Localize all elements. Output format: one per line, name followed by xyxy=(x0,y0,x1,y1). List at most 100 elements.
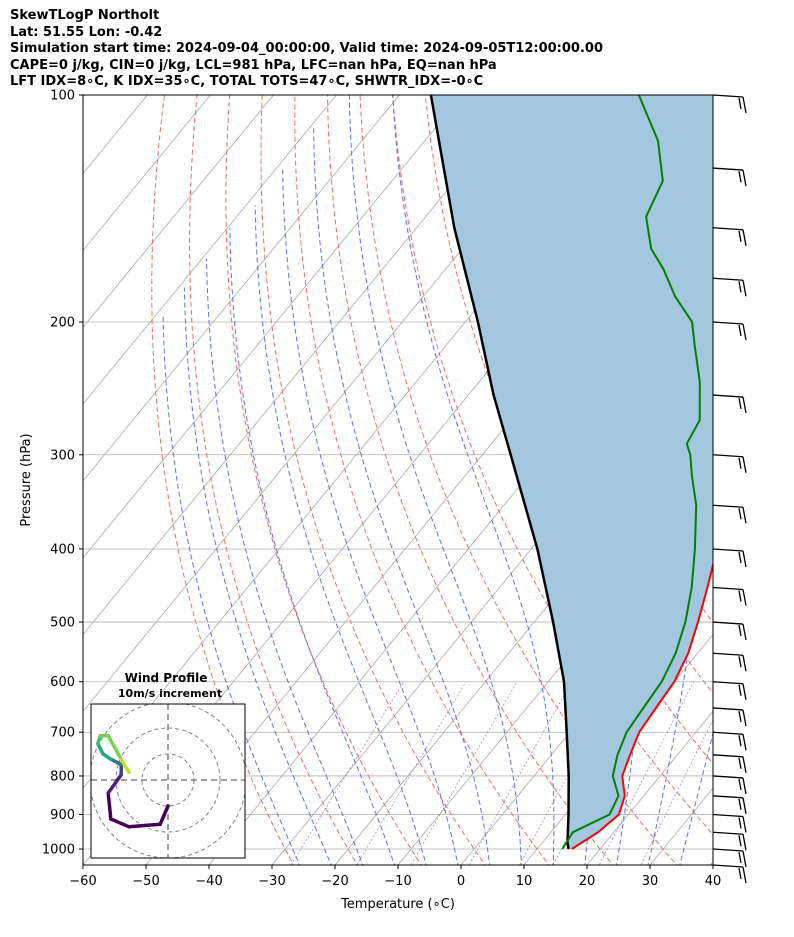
y-tick-label: 400 xyxy=(50,542,75,557)
mixing-ratio-line xyxy=(356,681,467,865)
isotherm-line xyxy=(83,95,274,328)
wind-barb-flag xyxy=(738,656,742,668)
x-axis-label: Temperature (∘C) xyxy=(340,897,455,912)
x-tick-label: 0 xyxy=(457,874,465,889)
wind-barb-staff xyxy=(712,707,744,711)
wind-barb xyxy=(712,227,747,246)
wind-barb-staff xyxy=(712,848,744,852)
parcel-profile-line xyxy=(429,95,570,850)
moist-adiabat xyxy=(206,258,364,865)
wind-barb-flag xyxy=(742,623,747,641)
mixing-ratio-line xyxy=(290,681,405,865)
wind-barb xyxy=(712,167,747,187)
wind-barb-staff xyxy=(712,94,744,98)
wind-barb-flag xyxy=(738,170,742,183)
wind-barb-staff xyxy=(712,394,744,398)
wind-barb-staff xyxy=(712,731,744,735)
wind-barb-staff xyxy=(712,754,744,758)
wind-barb-flag xyxy=(742,96,747,114)
moist-adiabat xyxy=(392,95,555,865)
dry-adiabat xyxy=(746,81,794,868)
wind-barb-flag xyxy=(742,229,747,246)
x-tick-label: −60 xyxy=(69,874,96,889)
y-tick-label: 800 xyxy=(50,769,75,784)
isotherm-line xyxy=(83,95,400,482)
wind-barb-flag xyxy=(738,867,742,880)
moist-adiabat xyxy=(313,126,491,865)
wind-barb-flag xyxy=(738,97,742,110)
wind-barb-staff xyxy=(712,831,744,835)
moist-adiabat xyxy=(348,95,522,865)
wind-barb xyxy=(712,681,747,700)
wind-barb xyxy=(712,707,747,727)
y-tick-label: 500 xyxy=(50,616,75,631)
mixing-ratio-line xyxy=(640,719,713,865)
hodograph-segment xyxy=(96,741,105,756)
wind-barb-flag xyxy=(742,169,747,187)
wind-barb-flag xyxy=(738,230,742,242)
wind-barb xyxy=(712,454,747,473)
wind-barb-flag xyxy=(742,507,747,524)
wind-barb-flag xyxy=(742,709,747,727)
wind-barb-staff xyxy=(712,504,744,508)
isotherm-line xyxy=(712,864,713,865)
wind-barb xyxy=(712,277,747,297)
wind-barb-flag xyxy=(742,323,747,341)
y-tick-label: 200 xyxy=(50,315,75,330)
isotherm-line xyxy=(586,710,713,865)
wind-barb-flag xyxy=(738,551,742,564)
wind-barb-flag xyxy=(742,756,747,773)
chart-header: SkewTLogP Northolt Lat: 51.55 Lon: -0.42… xyxy=(10,8,603,91)
dry-adiabat xyxy=(294,95,550,865)
hodograph-frame xyxy=(90,703,246,859)
wind-barb xyxy=(712,813,747,833)
simulation-time-line: Simulation start time: 2024-09-04_00:00:… xyxy=(10,41,603,56)
x-tick-label: 10 xyxy=(516,874,533,889)
isotherm-line xyxy=(83,95,463,559)
wind-barb xyxy=(712,754,747,773)
y-tick-label: 1000 xyxy=(42,843,75,858)
hodograph-segment xyxy=(119,757,131,774)
chart-title: SkewTLogP Northolt xyxy=(10,8,160,23)
wind-barb xyxy=(712,795,747,814)
wind-barb xyxy=(712,504,747,524)
cape-line: CAPE=0 j/kg, CIN=0 j/kg, LCL=981 hPa, LF… xyxy=(10,57,497,73)
hodograph-subtitle: 10m/s increment xyxy=(118,687,222,700)
wind-barb-flag xyxy=(738,397,742,410)
dry-adiabat xyxy=(359,95,678,865)
wind-barb-flag xyxy=(742,797,747,814)
y-tick-label: 100 xyxy=(50,89,75,104)
y-tick-label: 900 xyxy=(50,808,75,823)
wind-barb-flag xyxy=(738,624,742,637)
wind-barb-flag xyxy=(738,851,742,864)
hodograph-segment xyxy=(127,822,162,829)
wind-barb-flag xyxy=(742,280,747,297)
hodograph-segment xyxy=(158,804,170,826)
hodograph-title: Wind Profile xyxy=(125,671,208,685)
wind-barb xyxy=(712,731,747,751)
wind-barb-staff xyxy=(712,227,744,231)
wind-barb xyxy=(712,321,747,341)
wind-barb-staff xyxy=(712,864,744,868)
mixing-ratio-line xyxy=(410,681,518,865)
y-tick-label: 700 xyxy=(50,726,75,741)
wind-barb xyxy=(712,848,747,868)
moist-adiabat xyxy=(254,205,427,865)
wind-barb xyxy=(712,548,747,568)
y-tick-label: 300 xyxy=(50,448,75,463)
wind-barb-flag xyxy=(742,550,747,568)
dry-adiabat xyxy=(714,81,794,868)
x-tick-label: −10 xyxy=(384,874,411,889)
hodograph-segment xyxy=(106,791,113,821)
wind-barb-flag xyxy=(738,281,742,293)
isotherm-line xyxy=(83,95,85,98)
wind-barb-flag xyxy=(742,589,747,606)
wind-barb-flag xyxy=(738,684,742,696)
wind-barb-flag xyxy=(742,456,747,473)
moist-adiabat xyxy=(229,227,395,865)
wind-barb-flag xyxy=(742,850,747,868)
wind-barb-flag xyxy=(738,710,742,723)
x-tick-label: 20 xyxy=(579,874,596,889)
indices-line: LFT IDX=8∘C, K IDX=35∘C, TOTAL TOTS=47∘C… xyxy=(10,74,484,89)
